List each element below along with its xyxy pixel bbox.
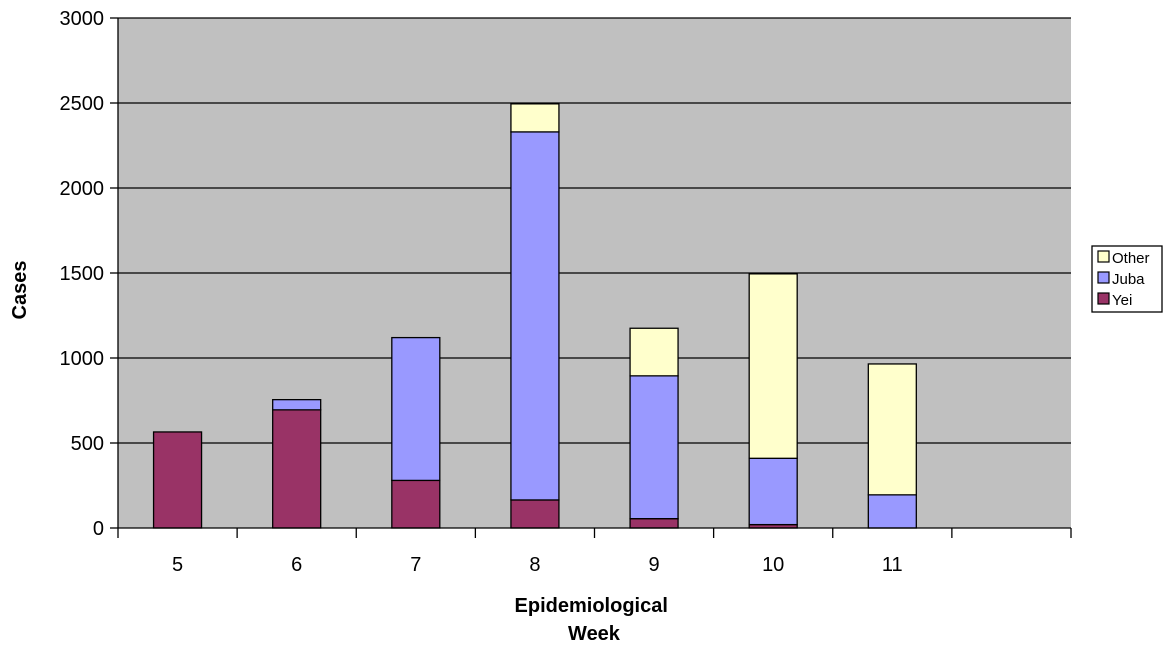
bar-segment-yei-week-8 <box>510 499 560 529</box>
x-axis-title: Epidemiological Week <box>515 595 674 645</box>
bar-segment-other-week-9 <box>629 327 679 377</box>
bar-segment-juba-week-10 <box>748 457 798 526</box>
bar-segment-yei-week-5 <box>152 431 203 529</box>
legend: Other Juba Yei <box>1091 245 1163 313</box>
x-tick-label: 8 <box>529 554 540 576</box>
y-tick-label: 500 <box>71 433 104 455</box>
legend-label-juba: Juba <box>1112 271 1145 288</box>
y-axis-title: Cases <box>9 261 31 320</box>
x-tick-label: 5 <box>172 554 183 576</box>
bar-segment-juba-week-9 <box>629 375 679 520</box>
legend-swatch-other <box>1097 250 1110 263</box>
bar-segment-juba-week-7 <box>391 336 441 482</box>
bar-segment-juba-week-8 <box>510 131 560 501</box>
x-tick-label: 11 <box>882 554 903 576</box>
bar-segment-juba-week-6 <box>272 398 322 411</box>
bar-segment-juba-week-11 <box>867 494 917 529</box>
bars <box>152 103 917 529</box>
y-tick-label: 2000 <box>60 178 105 200</box>
bar-segment-yei-week-9 <box>629 518 679 529</box>
x-tick-label: 9 <box>649 554 660 576</box>
y-tick-label: 2500 <box>60 93 105 115</box>
bar-segment-yei-week-7 <box>391 479 441 529</box>
legend-label-other: Other <box>1112 250 1150 267</box>
x-axis-title-line-2: Week <box>568 623 621 645</box>
bar-segment-other-week-10 <box>748 273 798 459</box>
x-tick-label: 7 <box>410 554 421 576</box>
legend-swatch-yei <box>1097 292 1110 305</box>
x-tick-label: 10 <box>762 554 784 576</box>
bar-segment-yei-week-6 <box>272 409 322 529</box>
y-tick-labels: 0 500 1000 1500 2000 2500 3000 <box>60 8 105 540</box>
bar-segment-other-week-11 <box>867 363 917 496</box>
legend-swatch-juba <box>1097 271 1110 284</box>
y-tick-label: 1500 <box>60 263 105 285</box>
legend-label-yei: Yei <box>1112 292 1132 309</box>
y-tick-label: 3000 <box>60 8 105 30</box>
y-tick-label: 1000 <box>60 348 105 370</box>
x-tick-label: 6 <box>291 554 302 576</box>
x-tick-labels: 5 6 7 8 9 10 11 <box>172 554 903 576</box>
y-tick-label: 0 <box>93 518 104 540</box>
bar-segment-other-week-8 <box>510 103 560 133</box>
x-axis-title-line-1: Epidemiological <box>515 595 668 617</box>
axes <box>110 17 1072 538</box>
